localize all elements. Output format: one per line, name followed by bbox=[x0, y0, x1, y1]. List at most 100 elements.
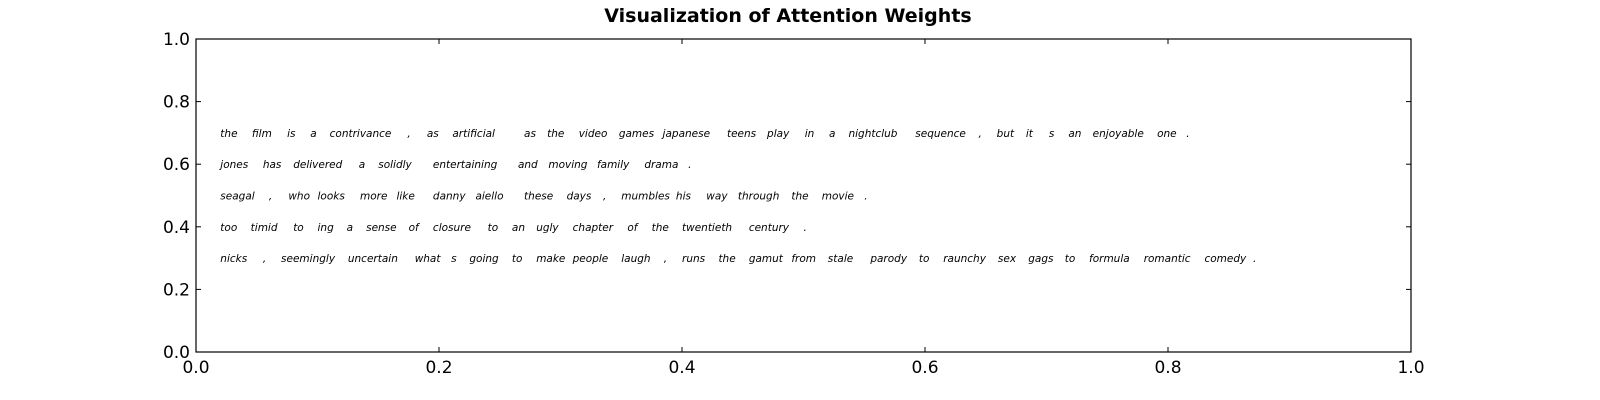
y-tick-label: 1.0 bbox=[163, 30, 190, 50]
x-tick-label: 0.6 bbox=[911, 358, 938, 378]
sentence-word: more bbox=[360, 191, 387, 203]
sentence-word: to bbox=[512, 253, 523, 265]
sentence-word: contrivance bbox=[330, 128, 392, 140]
sentence-word: a bbox=[347, 222, 353, 234]
sentence-word: sense bbox=[366, 222, 397, 234]
sentence-word: what bbox=[415, 253, 442, 265]
sentence-word: to bbox=[488, 222, 499, 234]
sentence-word: teens bbox=[727, 128, 757, 140]
sentence-word: stale bbox=[828, 253, 853, 265]
sentence-word: his bbox=[676, 191, 692, 203]
sentence-word: of bbox=[627, 222, 639, 234]
sentence-word: comedy bbox=[1204, 253, 1247, 265]
sentence-word: going bbox=[469, 253, 499, 265]
sentence-word: to bbox=[1065, 253, 1076, 265]
sentence-word: who bbox=[288, 191, 310, 203]
sentence-word: closure bbox=[433, 222, 471, 234]
sentence-word: seemingly bbox=[281, 253, 336, 265]
sentence-word: has bbox=[263, 159, 282, 171]
sentence-word: , bbox=[664, 253, 667, 265]
sentence-word: movie bbox=[822, 191, 854, 203]
sentence-word: formula bbox=[1089, 253, 1130, 265]
sentence-word: artificial bbox=[452, 128, 495, 140]
sentence-word: , bbox=[263, 253, 266, 265]
sentence-word: the bbox=[718, 253, 735, 265]
sentence-word: film bbox=[252, 128, 272, 140]
sentence-word: to bbox=[293, 222, 304, 234]
sentence-word: laugh bbox=[621, 253, 650, 265]
sentence-word: raunchy bbox=[943, 253, 986, 265]
x-tick-label: 0.2 bbox=[425, 358, 452, 378]
sentence-word: danny bbox=[433, 191, 466, 203]
sentence-word: it bbox=[1026, 128, 1034, 140]
sentence-word: . bbox=[1253, 253, 1256, 265]
sentence-word: jones bbox=[218, 159, 248, 171]
sentence-word: play bbox=[766, 128, 790, 140]
sentence-word: century bbox=[749, 222, 790, 234]
sentence-word: but bbox=[997, 128, 1015, 140]
sentence-word: in bbox=[805, 128, 815, 140]
sentence-word: s bbox=[1049, 128, 1055, 140]
sentence-word: , bbox=[269, 191, 272, 203]
y-tick-label: 0.2 bbox=[163, 280, 190, 300]
y-tick-label: 0.8 bbox=[163, 93, 190, 113]
sentence-word: moving bbox=[548, 159, 587, 171]
sentence-word: too bbox=[220, 222, 237, 234]
sentence-word: chapter bbox=[573, 222, 614, 234]
sentence-word: solidly bbox=[378, 159, 412, 171]
sentence-word: . bbox=[864, 191, 867, 203]
sentence-word: way bbox=[706, 191, 728, 203]
sentence-word: of bbox=[409, 222, 421, 234]
plot-area bbox=[195, 38, 1412, 353]
sentence-word: a bbox=[829, 128, 835, 140]
sentence-word: aiello bbox=[475, 191, 503, 203]
sentence-word: , bbox=[978, 128, 981, 140]
sentence-word: delivered bbox=[293, 159, 342, 171]
sentence-word: nightclub bbox=[848, 128, 897, 140]
sentence-word: entertaining bbox=[433, 159, 498, 171]
sentence-word: an bbox=[1068, 128, 1081, 140]
sentence-word: days bbox=[567, 191, 592, 203]
sentence-word: these bbox=[524, 191, 553, 203]
sentence-word: drama bbox=[644, 159, 678, 171]
sentence-word: timid bbox=[251, 222, 278, 234]
sentence-word: , bbox=[603, 191, 606, 203]
sentence-word: a bbox=[310, 128, 316, 140]
sentence-word: . bbox=[804, 222, 807, 234]
sentence-word: a bbox=[359, 159, 365, 171]
sentence-word: ugly bbox=[536, 222, 559, 234]
sentence-word: through bbox=[738, 191, 780, 203]
sentence-word: romantic bbox=[1144, 253, 1191, 265]
axis-tick-labels: 0.0 0.2 0.4 0.6 0.8 1.0 0.0 0.2 0.4 0.6 0.8 1.0 bbox=[163, 30, 1425, 378]
sentence-word: mumbles bbox=[621, 191, 670, 203]
sentence-word: parody bbox=[869, 253, 908, 265]
sentence-word: from bbox=[791, 253, 816, 265]
sentence-words: the film is a contrivance, as artificial as the v… bbox=[218, 128, 1256, 265]
sentence-word: gamut bbox=[749, 253, 784, 265]
x-tick-label: 0.4 bbox=[668, 358, 695, 378]
sentence-word: . bbox=[1186, 128, 1189, 140]
sentence-word: the bbox=[652, 222, 669, 234]
sentence-word: games bbox=[619, 128, 655, 140]
sentence-word: one bbox=[1157, 128, 1177, 140]
x-tick-label: 1.0 bbox=[1397, 358, 1424, 378]
sentence-word: looks bbox=[318, 191, 346, 203]
sentence-word: , bbox=[407, 128, 410, 140]
sentence-word: people bbox=[572, 253, 609, 265]
sentence-word: like bbox=[396, 191, 414, 203]
sentence-word: . bbox=[688, 159, 691, 171]
sentence-word: seagal bbox=[220, 191, 254, 203]
y-tick-label: 0.4 bbox=[163, 218, 190, 238]
sentence-word: as bbox=[524, 128, 536, 140]
sentence-word: japanese bbox=[661, 128, 711, 140]
sentence-word: nicks bbox=[220, 253, 247, 265]
sentence-word: runs bbox=[682, 253, 706, 265]
sentence-word: the bbox=[791, 191, 808, 203]
y-tick-label: 0.6 bbox=[163, 155, 190, 175]
sentence-word: and bbox=[518, 159, 538, 171]
x-tick-label: 0.0 bbox=[182, 358, 209, 378]
sentence-word: video bbox=[579, 128, 608, 140]
y-tick-label: 0.0 bbox=[163, 343, 190, 363]
x-tick-label: 0.8 bbox=[1154, 358, 1181, 378]
